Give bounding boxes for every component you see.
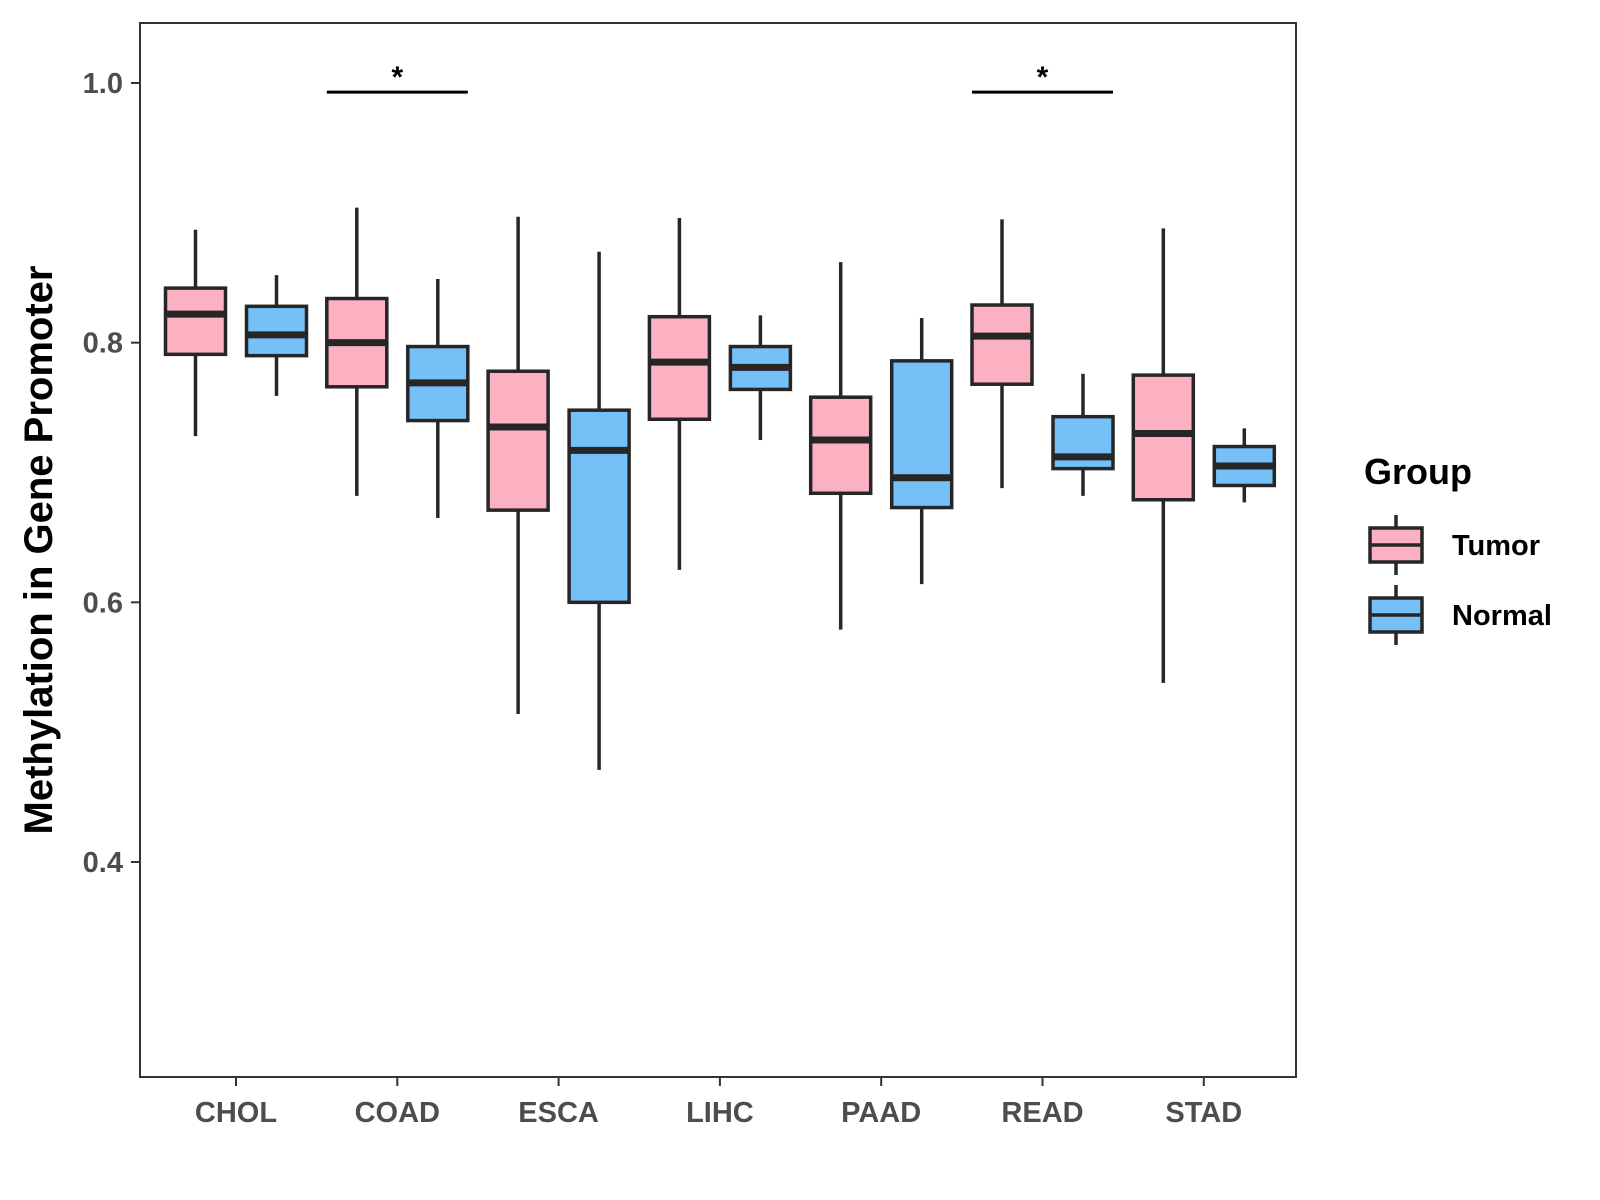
box-iqr (647, 314, 712, 422)
box-iqr (889, 359, 954, 510)
box-tumor-chol (163, 229, 228, 437)
legend-entry-tumor: Tumor (1368, 515, 1540, 575)
panel-border (139, 22, 1297, 1078)
y-tick-label: 0.6 (83, 587, 123, 619)
box-iqr (486, 369, 550, 512)
box-normal-read (1051, 373, 1115, 496)
y-tick-label: 0.8 (83, 328, 123, 360)
box-iqr (567, 408, 631, 605)
box-tumor-read (970, 219, 1034, 489)
x-tick-label: READ (1001, 1097, 1083, 1129)
box-normal-paad (889, 317, 954, 585)
legend-label: Normal (1452, 600, 1552, 632)
box-normal-lihc (728, 315, 793, 441)
significance-label: * (391, 61, 403, 94)
box-iqr (970, 303, 1034, 386)
box-tumor-paad (808, 262, 873, 630)
x-tick-label: COAD (355, 1097, 440, 1129)
box-iqr (808, 395, 873, 496)
box-iqr (1051, 414, 1115, 471)
box-normal-esca (567, 251, 631, 770)
box-tumor-coad (325, 207, 389, 496)
box-tumor-lihc (647, 218, 712, 570)
box-normal-chol (244, 275, 309, 396)
box-normal-coad (406, 279, 470, 518)
box-iqr (163, 286, 228, 357)
x-tick-label: LIHC (686, 1097, 754, 1129)
x-tick-label: ESCA (518, 1097, 599, 1129)
box-iqr (244, 304, 309, 358)
boxes-layer (163, 207, 1277, 770)
y-axis: 0.4 0.6 0.8 1.0 (83, 68, 140, 879)
y-tick-label: 0.4 (83, 847, 123, 879)
box-tumor-stad (1131, 228, 1196, 683)
x-tick-label: CHOL (195, 1097, 277, 1129)
box-iqr (1131, 373, 1196, 502)
box-tumor-esca (486, 216, 550, 714)
legend-title: Group (1364, 451, 1472, 492)
x-axis: CHOL COAD ESCA LIHC PAAD READ STAD (195, 1077, 1242, 1129)
significance-layer: * * (326, 61, 1113, 94)
y-axis-title: Methylation in Gene Promoter (17, 266, 61, 835)
x-tick-label: PAAD (841, 1097, 921, 1129)
x-tick-label: STAD (1165, 1097, 1242, 1129)
box-normal-stad (1212, 428, 1277, 503)
y-tick-label: 1.0 (83, 68, 123, 100)
significance-label: * (1037, 61, 1049, 94)
legend-entry-normal: Normal (1368, 585, 1552, 645)
legend-label: Tumor (1452, 530, 1540, 562)
legend: Group Tumor Normal (1364, 451, 1552, 645)
